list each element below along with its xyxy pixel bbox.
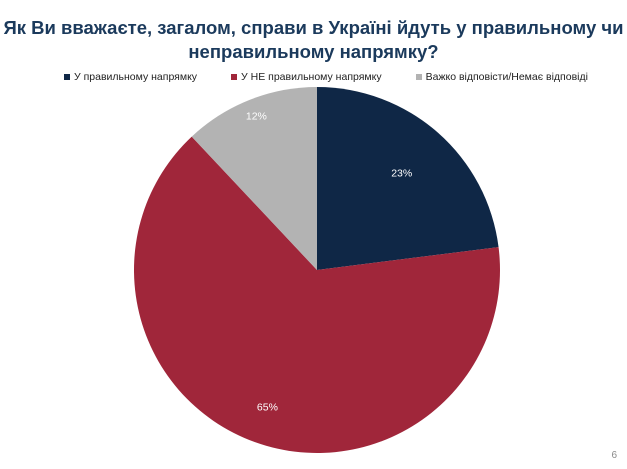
- legend-swatch: [231, 74, 238, 80]
- chart-title-line-1: Як Ви вважаєте, загалом, справи в Україн…: [3, 17, 624, 38]
- data-label-correct-direction: 23%: [391, 168, 412, 180]
- pie-slice-correct-direction: [317, 87, 499, 270]
- legend-item-hard-to-say: Важко відповісти/Немає відповіді: [415, 71, 588, 83]
- legend-label: Важко відповісти/Немає відповіді: [425, 71, 588, 83]
- legend-item-wrong-direction: У НЕ правильному напрямку: [231, 71, 382, 83]
- pie-slice-wrong-direction: [133, 136, 501, 453]
- legend-label: У правильному напрямку: [74, 71, 198, 83]
- legend-item-correct-direction: У правильному напрямку: [64, 71, 197, 83]
- legend-swatch: [415, 74, 422, 80]
- chart-title-line-2: неправильному напрямку?: [188, 41, 439, 62]
- legend-label: У НЕ правильному напрямку: [241, 71, 382, 83]
- pie-slice-hard-to-say: [191, 87, 317, 270]
- data-label-hard-to-say: 12%: [246, 111, 267, 123]
- page-number: 6: [611, 450, 617, 461]
- data-label-wrong-direction: 65%: [257, 402, 278, 414]
- chart-title: Як Ви вважаєте, загалом, справи в Україн…: [0, 16, 627, 64]
- legend-swatch: [64, 74, 70, 80]
- chart-legend: У правильному напрямку У НЕ правильному …: [64, 71, 588, 83]
